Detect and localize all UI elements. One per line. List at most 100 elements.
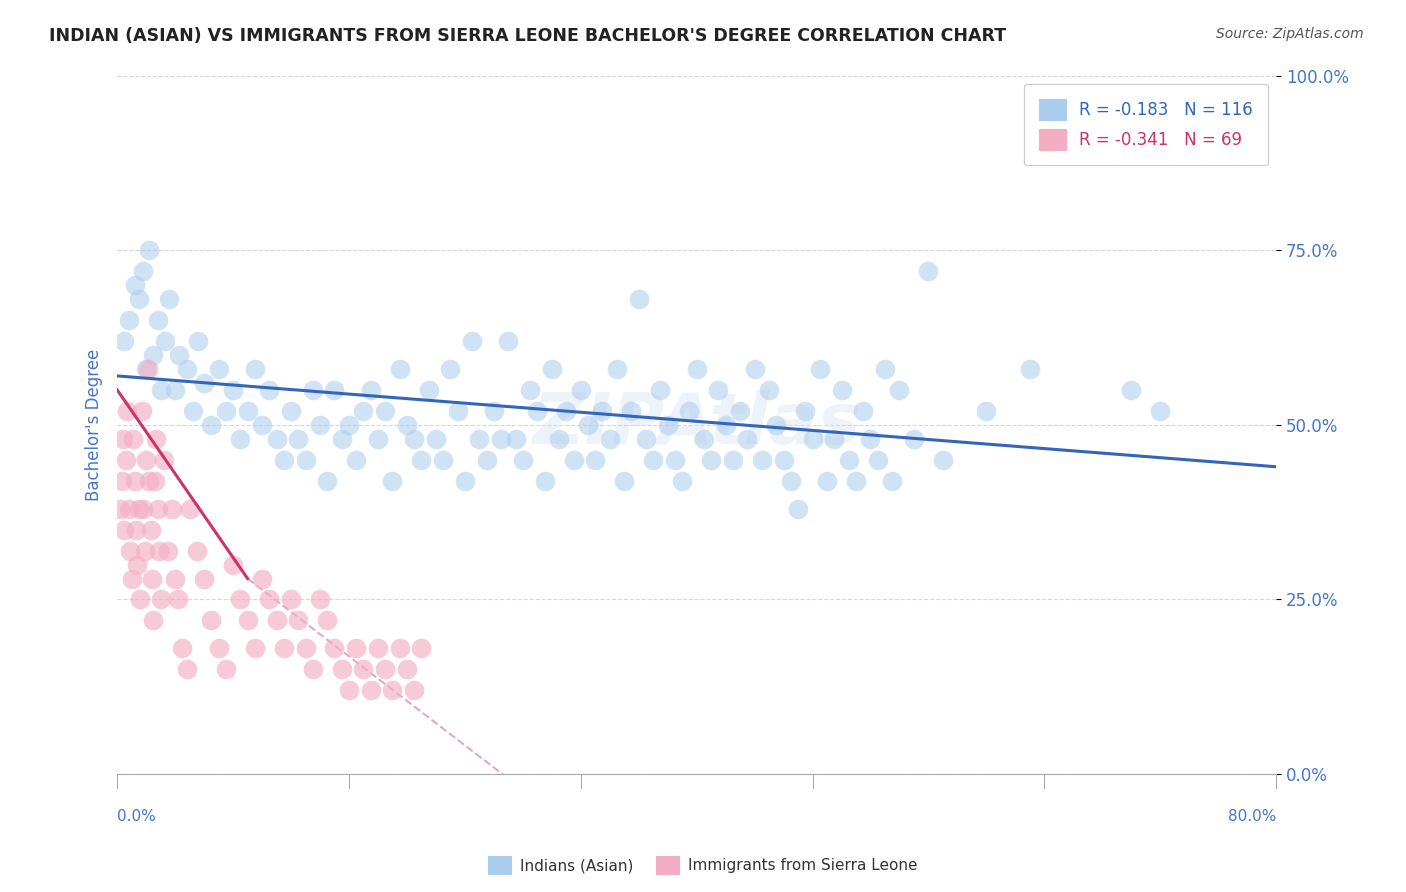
Point (337, 417, 360, 432)
Point (823, 432, 845, 446)
Point (330, 662, 353, 676)
Point (576, 417, 599, 432)
Point (309, 592, 332, 607)
Point (149, 592, 172, 607)
Point (592, 404, 614, 418)
Point (367, 432, 389, 446)
Point (650, 383, 672, 397)
Legend: R = -0.183   N = 116, R = -0.341   N = 69: R = -0.183 N = 116, R = -0.341 N = 69 (1024, 84, 1268, 165)
Point (360, 683, 382, 698)
Text: ZIPAtlas: ZIPAtlas (533, 391, 860, 459)
Point (932, 452, 955, 467)
Point (301, 383, 323, 397)
Point (344, 452, 367, 467)
Point (882, 474, 904, 488)
Point (121, 572, 143, 586)
Point (167, 592, 190, 607)
Point (548, 432, 571, 446)
Point (186, 543, 208, 558)
Point (808, 362, 831, 376)
Point (678, 404, 700, 418)
Point (229, 432, 252, 446)
Point (193, 376, 215, 390)
Point (337, 683, 360, 698)
Point (207, 362, 229, 376)
Point (229, 592, 252, 607)
Point (446, 404, 468, 418)
Point (316, 614, 339, 628)
Point (287, 432, 309, 446)
Point (468, 432, 491, 446)
Point (200, 614, 222, 628)
Point (873, 362, 896, 376)
Point (266, 432, 288, 446)
Point (172, 641, 194, 656)
Point (707, 383, 730, 397)
Point (129, 592, 152, 607)
Point (114, 334, 136, 348)
Point (148, 543, 170, 558)
Point (425, 432, 447, 446)
Point (124, 278, 146, 293)
Point (526, 404, 548, 418)
Point (505, 432, 527, 446)
Point (153, 334, 176, 348)
Point (142, 614, 165, 628)
Point (562, 452, 585, 467)
Point (643, 452, 665, 467)
Point (176, 662, 198, 676)
Point (187, 334, 209, 348)
Point (135, 362, 157, 376)
Point (737, 432, 759, 446)
Point (613, 474, 636, 488)
Point (145, 432, 167, 446)
Point (664, 452, 686, 467)
Text: 80.0%: 80.0% (1227, 809, 1277, 824)
Point (787, 501, 810, 516)
Point (388, 362, 411, 376)
Point (124, 474, 146, 488)
Point (482, 404, 505, 418)
Point (115, 452, 138, 467)
Text: Source: ZipAtlas.com: Source: ZipAtlas.com (1216, 27, 1364, 41)
Text: INDIAN (ASIAN) VS IMMIGRANTS FROM SIERRA LEONE BACHELOR'S DEGREE CORRELATION CHA: INDIAN (ASIAN) VS IMMIGRANTS FROM SIERRA… (49, 27, 1007, 45)
Point (128, 501, 150, 516)
Point (287, 614, 309, 628)
Point (381, 474, 404, 488)
Point (132, 264, 155, 278)
Point (250, 572, 273, 586)
Point (395, 417, 418, 432)
Point (309, 417, 332, 432)
Point (243, 362, 266, 376)
Point (634, 432, 657, 446)
Point (599, 432, 621, 446)
Point (852, 404, 875, 418)
Point (728, 404, 751, 418)
Point (181, 404, 204, 418)
Point (142, 348, 165, 362)
Point (316, 474, 339, 488)
Point (620, 404, 643, 418)
Point (859, 432, 882, 446)
Point (207, 641, 229, 656)
Point (418, 383, 440, 397)
Point (139, 523, 162, 537)
Point (200, 417, 222, 432)
Point (367, 641, 389, 656)
Point (165, 572, 187, 586)
Point (744, 362, 766, 376)
Point (765, 417, 787, 432)
Point (866, 452, 889, 467)
Point (222, 558, 245, 572)
Point (250, 417, 273, 432)
Point (815, 474, 838, 488)
Point (845, 474, 868, 488)
Point (533, 474, 555, 488)
Point (149, 383, 172, 397)
Point (236, 614, 259, 628)
Point (162, 501, 184, 516)
Point (439, 362, 461, 376)
Point (411, 641, 433, 656)
Point (411, 452, 433, 467)
Point (353, 662, 375, 676)
